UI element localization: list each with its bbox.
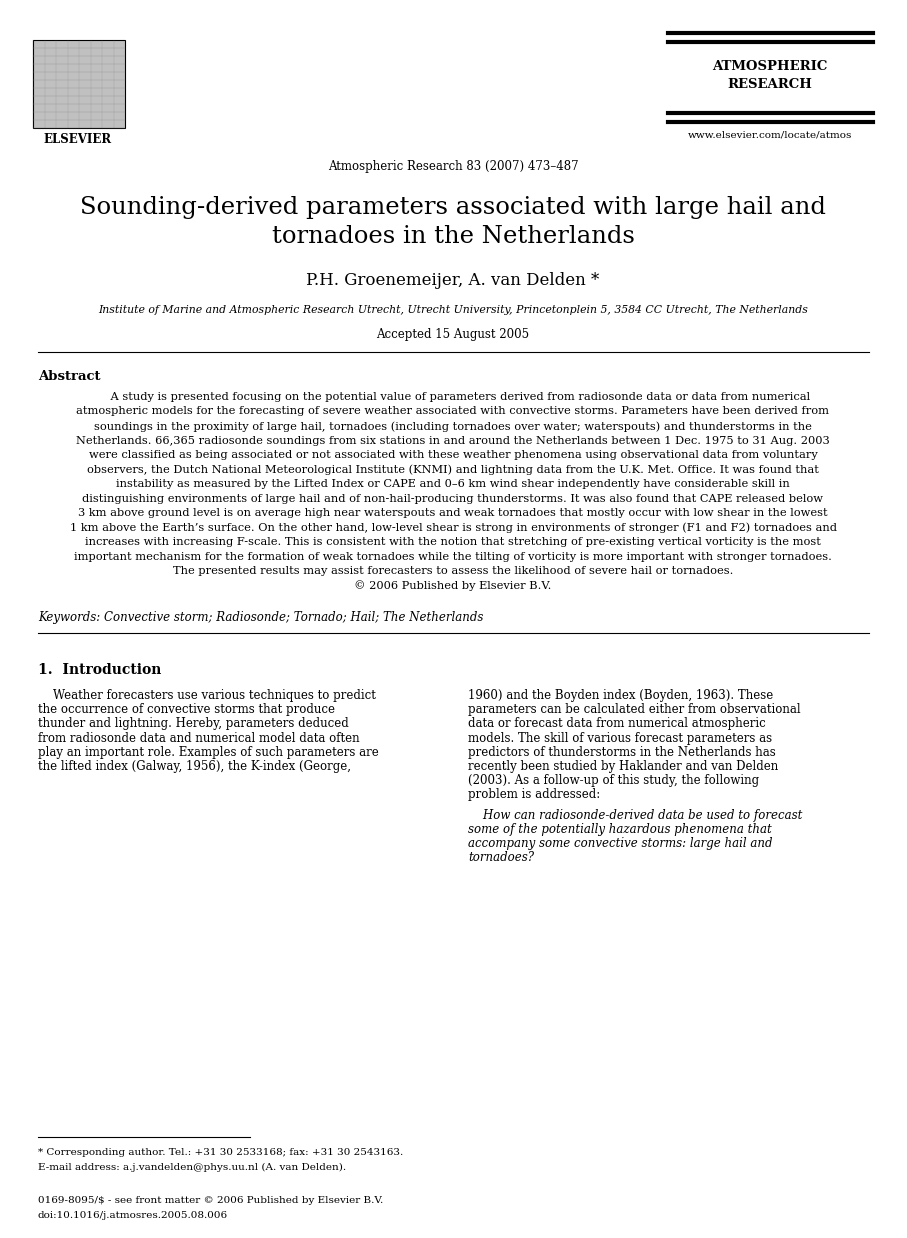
Text: 3 km above ground level is on average high near waterspouts and weak tornadoes t: 3 km above ground level is on average hi… (78, 508, 828, 517)
Text: ATMOSPHERIC: ATMOSPHERIC (712, 59, 828, 73)
Text: 0169-8095/$ - see front matter © 2006 Published by Elsevier B.V.: 0169-8095/$ - see front matter © 2006 Pu… (38, 1196, 384, 1205)
Text: A study is presented focusing on the potential value of parameters derived from : A study is presented focusing on the pot… (96, 392, 810, 402)
Text: atmospheric models for the forecasting of severe weather associated with convect: atmospheric models for the forecasting o… (76, 406, 830, 416)
Text: The presented results may assist forecasters to assess the likelihood of severe : The presented results may assist forecas… (173, 566, 733, 576)
Text: recently been studied by Haklander and van Delden: recently been studied by Haklander and v… (468, 760, 778, 773)
Text: models. The skill of various forecast parameters as: models. The skill of various forecast pa… (468, 732, 772, 744)
Text: the occurrence of convective storms that produce: the occurrence of convective storms that… (38, 703, 335, 717)
Text: Atmospheric Research 83 (2007) 473–487: Atmospheric Research 83 (2007) 473–487 (327, 160, 579, 173)
Text: accompany some convective storms: large hail and: accompany some convective storms: large … (468, 837, 773, 851)
Text: Accepted 15 August 2005: Accepted 15 August 2005 (376, 328, 530, 340)
Text: data or forecast data from numerical atmospheric: data or forecast data from numerical atm… (468, 717, 766, 730)
Text: the lifted index (Galway, 1956), the K-index (George,: the lifted index (Galway, 1956), the K-i… (38, 760, 351, 773)
Text: Abstract: Abstract (38, 370, 101, 383)
Text: were classified as being associated or not associated with these weather phenome: were classified as being associated or n… (89, 449, 817, 461)
Text: some of the potentially hazardous phenomena that: some of the potentially hazardous phenom… (468, 823, 772, 836)
Text: www.elsevier.com/locate/atmos: www.elsevier.com/locate/atmos (688, 131, 853, 140)
Text: How can radiosonde-derived data be used to forecast: How can radiosonde-derived data be used … (468, 808, 803, 822)
Text: play an important role. Examples of such parameters are: play an important role. Examples of such… (38, 745, 379, 759)
Text: (2003). As a follow-up of this study, the following: (2003). As a follow-up of this study, th… (468, 774, 759, 787)
Text: increases with increasing F-scale. This is consistent with the notion that stret: increases with increasing F-scale. This … (85, 537, 821, 547)
Bar (33, 40, 125, 128)
Text: ELSEVIER: ELSEVIER (44, 132, 112, 146)
Text: RESEARCH: RESEARCH (727, 78, 813, 92)
Text: soundings in the proximity of large hail, tornadoes (including tornadoes over wa: soundings in the proximity of large hail… (94, 421, 812, 432)
Text: Netherlands. 66,365 radiosonde soundings from six stations in and around the Net: Netherlands. 66,365 radiosonde soundings… (76, 436, 830, 446)
Text: 1.  Introduction: 1. Introduction (38, 664, 161, 677)
Text: thunder and lightning. Hereby, parameters deduced: thunder and lightning. Hereby, parameter… (38, 717, 349, 730)
Text: parameters can be calculated either from observational: parameters can be calculated either from… (468, 703, 801, 717)
Text: © 2006 Published by Elsevier B.V.: © 2006 Published by Elsevier B.V. (355, 581, 551, 592)
Text: from radiosonde data and numerical model data often: from radiosonde data and numerical model… (38, 732, 359, 744)
Text: * Corresponding author. Tel.: +31 30 2533168; fax: +31 30 2543163.: * Corresponding author. Tel.: +31 30 253… (38, 1148, 404, 1158)
Text: instability as measured by the Lifted Index or CAPE and 0–6 km wind shear indepe: instability as measured by the Lifted In… (116, 479, 790, 489)
Text: E-mail address: a.j.vandelden@phys.uu.nl (A. van Delden).: E-mail address: a.j.vandelden@phys.uu.nl… (38, 1162, 346, 1172)
Text: 1 km above the Earth’s surface. On the other hand, low-level shear is strong in : 1 km above the Earth’s surface. On the o… (70, 522, 836, 534)
Text: Keywords: Convective storm; Radiosonde; Tornado; Hail; The Netherlands: Keywords: Convective storm; Radiosonde; … (38, 612, 483, 624)
Text: Sounding-derived parameters associated with large hail and: Sounding-derived parameters associated w… (80, 196, 826, 219)
Text: tornadoes?: tornadoes? (468, 852, 534, 864)
Text: important mechanism for the formation of weak tornadoes while the tilting of vor: important mechanism for the formation of… (74, 551, 832, 562)
Text: Weather forecasters use various techniques to predict: Weather forecasters use various techniqu… (38, 690, 375, 702)
Text: doi:10.1016/j.atmosres.2005.08.006: doi:10.1016/j.atmosres.2005.08.006 (38, 1211, 229, 1219)
Text: Institute of Marine and Atmospheric Research Utrecht, Utrecht University, Prince: Institute of Marine and Atmospheric Rese… (98, 305, 808, 314)
Text: distinguishing environments of large hail and of non-hail-producing thunderstorm: distinguishing environments of large hai… (83, 494, 824, 504)
Text: P.H. Groenemeijer, A. van Delden *: P.H. Groenemeijer, A. van Delden * (307, 272, 600, 288)
Text: 1960) and the Boyden index (Boyden, 1963). These: 1960) and the Boyden index (Boyden, 1963… (468, 690, 774, 702)
Text: observers, the Dutch National Meteorological Institute (KNMI) and lightning data: observers, the Dutch National Meteorolog… (87, 464, 819, 475)
Text: tornadoes in the Netherlands: tornadoes in the Netherlands (271, 225, 634, 248)
Text: predictors of thunderstorms in the Netherlands has: predictors of thunderstorms in the Nethe… (468, 745, 775, 759)
Text: problem is addressed:: problem is addressed: (468, 789, 600, 801)
